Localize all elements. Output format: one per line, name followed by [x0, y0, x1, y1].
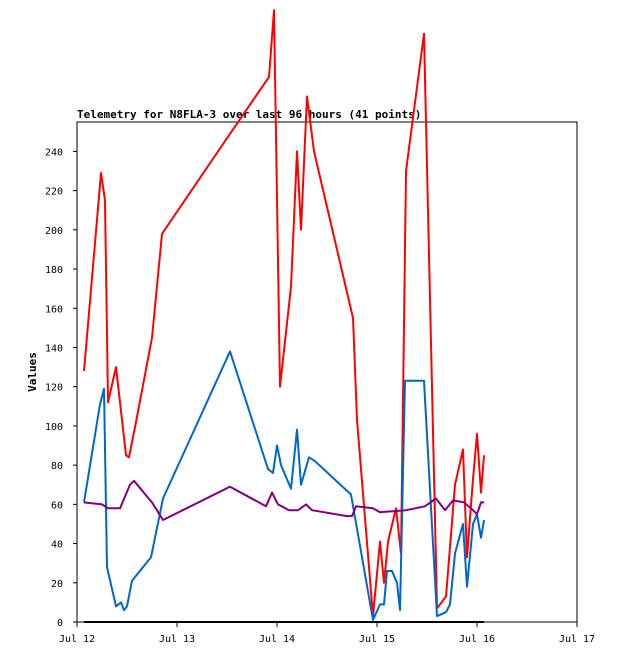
x-tick-label: Jul 13: [159, 634, 195, 645]
x-tick-label: Jul 17: [559, 634, 595, 645]
y-axis-label: Values: [26, 352, 39, 392]
y-tick-label: 120: [45, 383, 63, 394]
x-tick-label: Jul 15: [359, 634, 395, 645]
y-tick-label: 200: [45, 226, 63, 237]
y-tick-label: 160: [45, 304, 63, 315]
y-tick-label: 0: [57, 618, 63, 629]
series-line-1: [83, 350, 485, 621]
series-line-0: [83, 9, 485, 618]
y-tick-label: 140: [45, 343, 63, 354]
y-tick-label: 220: [45, 187, 63, 198]
y-tick-label: 20: [51, 579, 63, 590]
x-tick-label: Jul 12: [59, 634, 95, 645]
x-tick-label: Jul 16: [459, 634, 495, 645]
y-tick-label: 60: [51, 500, 63, 511]
chart-title: Telemetry for N8FLA-3 over last 96 hours…: [77, 108, 421, 121]
y-tick-label: 100: [45, 422, 63, 433]
y-tick-label: 180: [45, 265, 63, 276]
x-tick-label: Jul 14: [259, 634, 295, 645]
y-axis: 0 20 40 60 80 100 120 140 160 180 200 220 240: [45, 147, 77, 629]
series-line-2: [83, 479, 484, 521]
y-tick-label: 40: [51, 540, 63, 551]
y-tick-label: 80: [51, 461, 63, 472]
series-layer: [83, 9, 485, 623]
y-tick-label: 240: [45, 147, 63, 158]
plot-area-frame: [76, 121, 578, 623]
x-axis: Jul 12 Jul 13 Jul 14 Jul 15 Jul 16 Jul 17: [59, 622, 595, 645]
